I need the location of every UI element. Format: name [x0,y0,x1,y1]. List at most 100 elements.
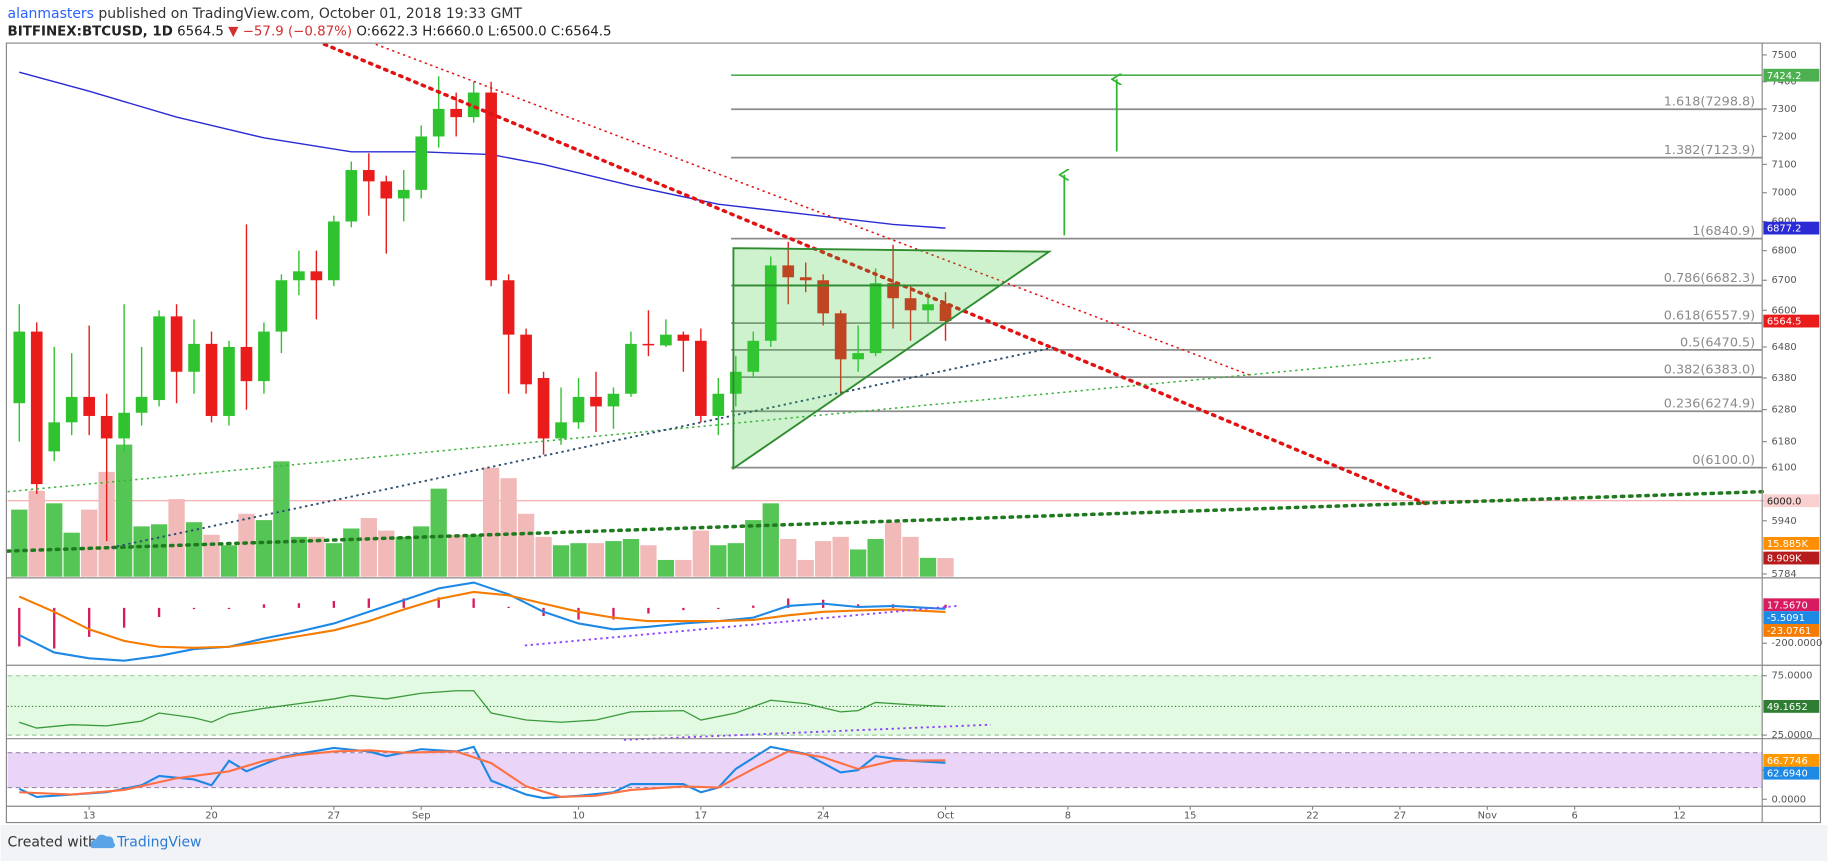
axes: 7500740073007200710070006900680067006600… [83,50,1822,822]
volume-bar [203,534,220,577]
band [7,752,1763,788]
candle-body [695,340,707,416]
volume-bar [150,524,168,577]
volume-label: 8.909K [1767,554,1802,565]
candle-body [729,371,742,394]
indicator-label-box [1763,766,1820,780]
x-tick-label: Nov [1478,811,1497,822]
volume-bar [937,558,954,577]
trend-line [524,604,959,647]
volume-bar [745,520,762,577]
volume-bar [343,528,360,577]
volume-bar [815,541,832,577]
volume-bar [710,545,727,577]
published: published on TradingView.com, October 01… [98,6,522,22]
candle-body [485,92,497,281]
indicator-label-box [1763,611,1820,624]
indicator-label: 49.1652 [1767,702,1808,713]
volume-bar [482,467,500,577]
volume-bar [552,545,570,577]
x-tick-label: 27 [328,811,341,822]
volume-bar [81,509,98,577]
volume-bar [430,488,447,577]
x-tick-label: 20 [205,811,218,822]
volume-bar [238,513,255,577]
y-tick-label: 25.0000 [1772,730,1813,741]
y-tick-label: 75.0000 [1772,671,1813,682]
logo[interactable] [90,834,116,849]
indicator-label-box [1763,699,1820,713]
ma-label-box [1763,221,1820,235]
volume-bar [133,526,150,577]
histogram-bar [647,607,650,614]
candle-body [345,170,358,222]
last-price-label-box [1763,314,1820,328]
x-tick-label: 10 [572,811,585,822]
histogram-bar [157,607,161,618]
ohlc-high: H:6660.0 [422,24,483,39]
author[interactable]: alanmasters [8,6,94,22]
candle-body [48,422,61,452]
alert-label-box [1763,494,1820,508]
footer-brand[interactable]: TradingView [116,834,201,850]
candle-body [764,265,777,341]
candle-body [502,280,515,335]
candle-body [590,396,602,407]
volume-bar [570,543,587,577]
indicator-line [18,745,946,800]
histogram-bar [192,607,196,610]
histogram-bar [122,607,126,628]
symbol-line: BITFINEX:BTCUSD, 1D 6564.5 ▼ −57.9 (−0.8… [8,24,612,39]
drawings [5,42,1764,741]
histogram-bar [577,607,580,620]
volume-bar [884,522,902,577]
histogram-bar [53,607,56,649]
target-label-box [1763,68,1820,82]
y-tick-label: -200.0000 [1772,638,1823,649]
footer [0,824,1828,861]
volume-bar [832,536,849,577]
histogram-bar [944,604,947,608]
volume-bar [46,503,63,577]
fib-label: 0(6100.0) [1692,453,1755,468]
volume-bar [657,559,675,577]
indicator-line [19,749,946,798]
change: ▼ −57.9 (−0.87%) [228,24,352,39]
x-tick-label: 8 [1065,811,1071,822]
indicator-line [18,590,946,649]
triangle [732,247,1053,471]
y-tick-label: 7400 [1772,77,1797,88]
indicator-label: -5.5091 [1767,613,1805,624]
y-tick-label: 6480 [1772,342,1797,353]
volume-bar [220,545,238,577]
band [7,675,1763,736]
y-tick-label: 0.0000 [1772,794,1807,805]
candle-body [415,136,428,190]
volume-bar [919,557,937,577]
candle-body [887,283,899,299]
border [5,42,1822,824]
candle-body [135,396,148,413]
fib-label: 0.5(6470.5) [1680,335,1755,350]
indicator-label-box [1763,753,1820,767]
histogram-bar [88,607,91,637]
candle-body [380,181,393,199]
alert-label: 6000.0 [1767,496,1802,507]
volume-bar [675,559,692,577]
ohlc-close: C:6564.5 [551,24,612,39]
fib-label: 1.382(7123.9) [1664,143,1755,158]
indicator-label: 66.7746 [1767,756,1808,767]
fib-label: 1(6840.9) [1692,224,1755,239]
histogram-bar [507,606,510,608]
indicator-label-box [1763,598,1820,612]
volume-bar [605,541,622,577]
volume-bar [28,490,45,577]
volume-bar [273,461,290,577]
volume-bar [290,536,308,577]
candle-body [153,316,165,401]
volume-bar [185,522,203,577]
candle-body [362,170,375,182]
candle-body [869,283,882,354]
fib-label: 0.786(6682.3) [1664,271,1755,286]
